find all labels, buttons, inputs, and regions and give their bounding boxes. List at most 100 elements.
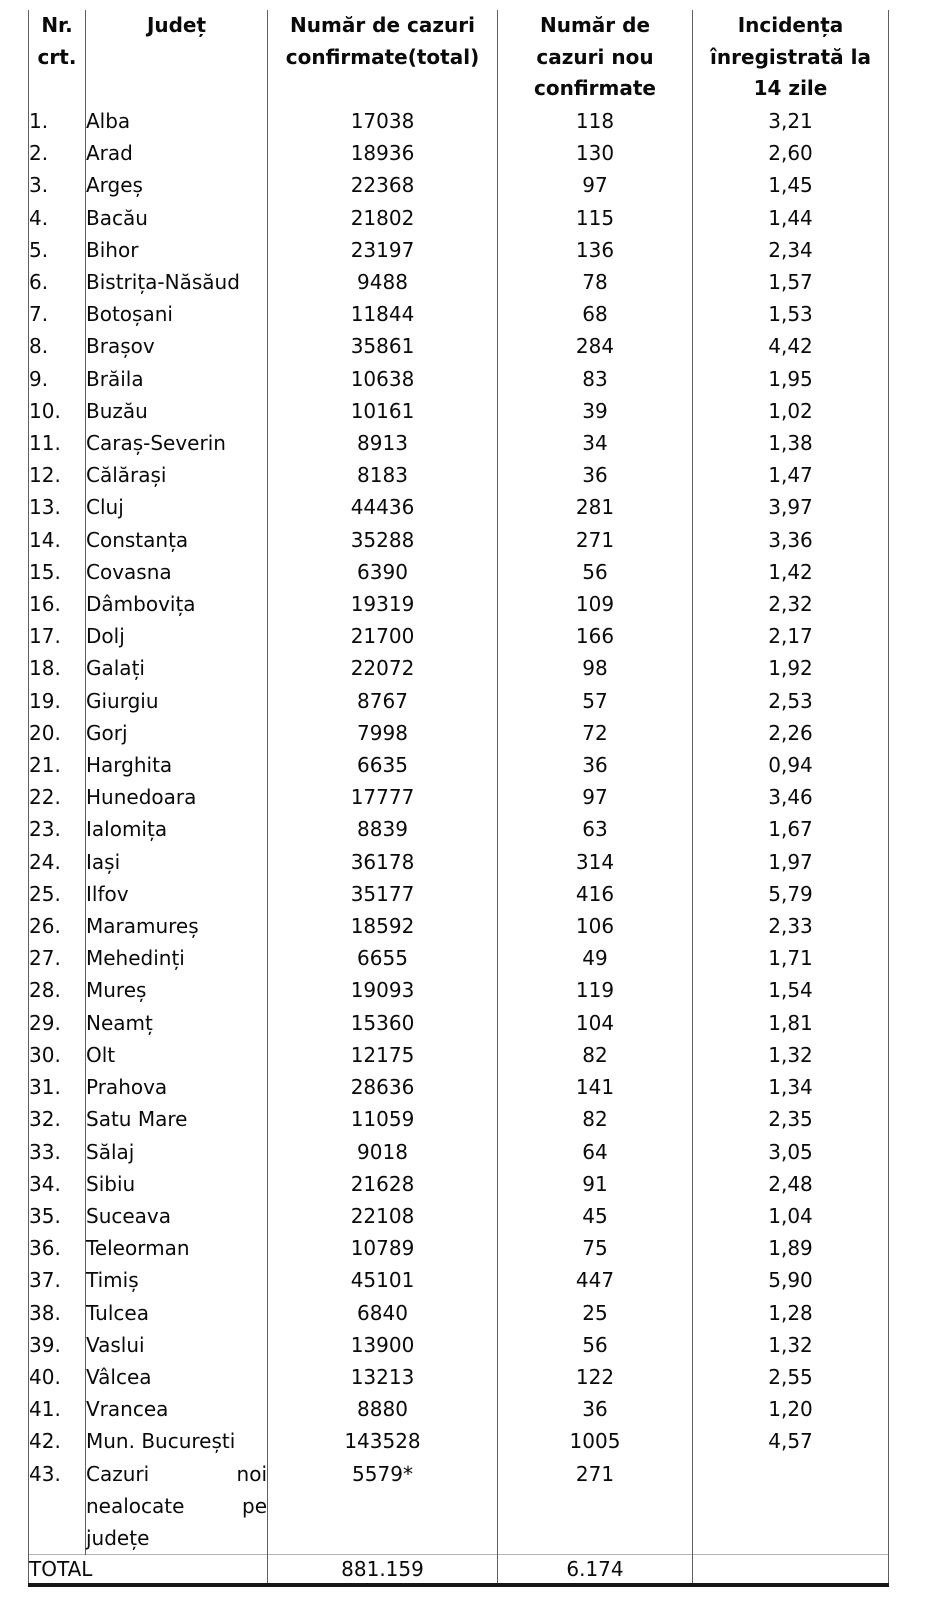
incidence-cell: 1,67 [692,813,889,846]
new-cases-cell: 416 [497,877,693,911]
row-number-cell: 10. [28,394,86,428]
row-number-cell: 16. [28,588,86,621]
new-cases-cell: 56 [497,1328,693,1361]
total-cases-cell: 19093 [267,974,498,1007]
table-row: 23. Ialomița 8839 63 1,67 [28,813,889,846]
county-cell: Covasna [85,555,268,589]
total-cases-cell: 9488 [267,266,498,299]
incidence-cell: 3,21 [692,105,889,138]
row-number-cell: 9. [28,362,86,395]
county-cell: Mureș [85,974,268,1007]
incidence-cell: 3,97 [692,491,889,524]
county-cell: Bihor [85,233,268,267]
col-header-total-cases: Număr de cazuri confirmate(total) [267,10,498,105]
incidence-cell: 1,71 [692,942,889,975]
total-cases-cell: 35288 [267,523,498,556]
total-cases-cell: 35177 [267,877,498,911]
header-line: înregistrată la [710,44,871,69]
incidence-cell: 2,60 [692,137,889,170]
table-row: 14. Constanța 35288 271 3,36 [28,523,889,556]
incidence-cell: 1,04 [692,1199,889,1233]
row-number-cell: 11. [28,427,86,460]
row-number-cell: 35. [28,1199,86,1233]
total-cases-cell: 22072 [267,652,498,685]
new-cases-cell: 136 [497,233,693,267]
incidence-cell: 1,53 [692,298,889,331]
total-cases-cell: 10638 [267,362,498,395]
incidence-cell: 0,94 [692,749,889,782]
row-number-cell: 8. [28,330,86,363]
total-cases-cell: 45101 [267,1264,498,1297]
county-cell: Vaslui [85,1328,268,1361]
new-cases-cell: 284 [497,330,693,363]
row-number-cell: 17. [28,620,86,653]
table-row: 37. Timiș 45101 447 5,90 [28,1264,889,1297]
incidence-cell: 1,95 [692,362,889,395]
incidence-cell: 2,53 [692,684,889,717]
incidence-cell: 2,34 [692,233,889,267]
row-number-cell: 26. [28,910,86,943]
county-cell: Prahova [85,1071,268,1104]
header-line: cazuri nou [536,44,654,69]
table-footer: TOTAL 881.159 6.174 [28,1554,889,1588]
row-number-cell: 37. [28,1264,86,1297]
total-cases-cell: 143528 [267,1425,498,1458]
row-number-cell: 15. [28,555,86,589]
row-number-cell: 5. [28,233,86,267]
table-row: 27. Mehedinți 6655 49 1,71 [28,942,889,975]
incidence-cell: 1,42 [692,555,889,589]
table-row: 7. Botoșani 11844 68 1,53 [28,298,889,331]
incidence-cell: 5,79 [692,877,889,911]
county-cell: Dâmbovița [85,588,268,621]
new-cases-cell: 36 [497,1393,693,1426]
county-cell: Iași [85,845,268,878]
new-cases-cell: 82 [497,1103,693,1136]
county-word: noi [236,1461,267,1486]
county-cell: Maramureș [85,910,268,943]
incidence-cell: 1,38 [692,427,889,460]
row-number-cell: 1. [28,105,86,138]
table-row: 16. Dâmbovița 19319 109 2,32 [28,588,889,621]
table-row: 40. Vâlcea 13213 122 2,55 [28,1360,889,1394]
county-cell: Vrancea [85,1393,268,1426]
new-cases-cell: 57 [497,684,693,717]
county-cell: Timiș [85,1264,268,1297]
incidence-cell [692,1457,889,1555]
county-cell: Argeș [85,169,268,202]
total-cases-cell: 17777 [267,781,498,814]
new-cases-cell: 36 [497,459,693,492]
table-row: 34. Sibiu 21628 91 2,48 [28,1167,889,1200]
county-cell: Arad [85,137,268,170]
total-cases-cell: 35861 [267,330,498,363]
county-cell: Suceava [85,1199,268,1233]
table-row: 38. Tulcea 6840 25 1,28 [28,1296,889,1329]
total-cases-cell: 8880 [267,1393,498,1426]
county-cell: Giurgiu [85,684,268,717]
county-word: Cazuri [86,1461,150,1486]
table-row: 33. Sălaj 9018 64 3,05 [28,1135,889,1168]
total-cases-cell: 11844 [267,298,498,331]
county-cell: Brașov [85,330,268,363]
row-number-cell: 42. [28,1425,86,1458]
total-cases-cell: 6635 [267,749,498,782]
incidence-cell: 1,81 [692,1006,889,1039]
table-row: 13. Cluj 44436 281 3,97 [28,491,889,524]
table-row: 39. Vaslui 13900 56 1,32 [28,1328,889,1361]
total-cases-cell: 15360 [267,1006,498,1039]
new-cases-cell: 45 [497,1199,693,1233]
total-cases-cell: 21628 [267,1167,498,1200]
col-header-new-cases: Număr de cazuri nou confirmate [497,10,693,105]
incidence-cell: 1,44 [692,201,889,234]
col-header-judet: Județ [85,10,268,105]
incidence-cell: 1,34 [692,1071,889,1104]
col-header-incidence: Incidența înregistrată la 14 zile [692,10,889,105]
total-cases-cell: 9018 [267,1135,498,1168]
incidence-cell: 2,55 [692,1360,889,1394]
table-row: 21. Harghita 6635 36 0,94 [28,749,889,782]
total-cases-cell: 44436 [267,491,498,524]
table-row: 43. Cazuri noi nealocate pe județe 5579* 271 [28,1457,889,1555]
header-row: Nr. crt. Județ Număr de cazuri confirmat… [28,10,889,105]
row-number-cell: 24. [28,845,86,878]
total-cases-cell: 13900 [267,1328,498,1361]
county-cell: Tulcea [85,1296,268,1329]
